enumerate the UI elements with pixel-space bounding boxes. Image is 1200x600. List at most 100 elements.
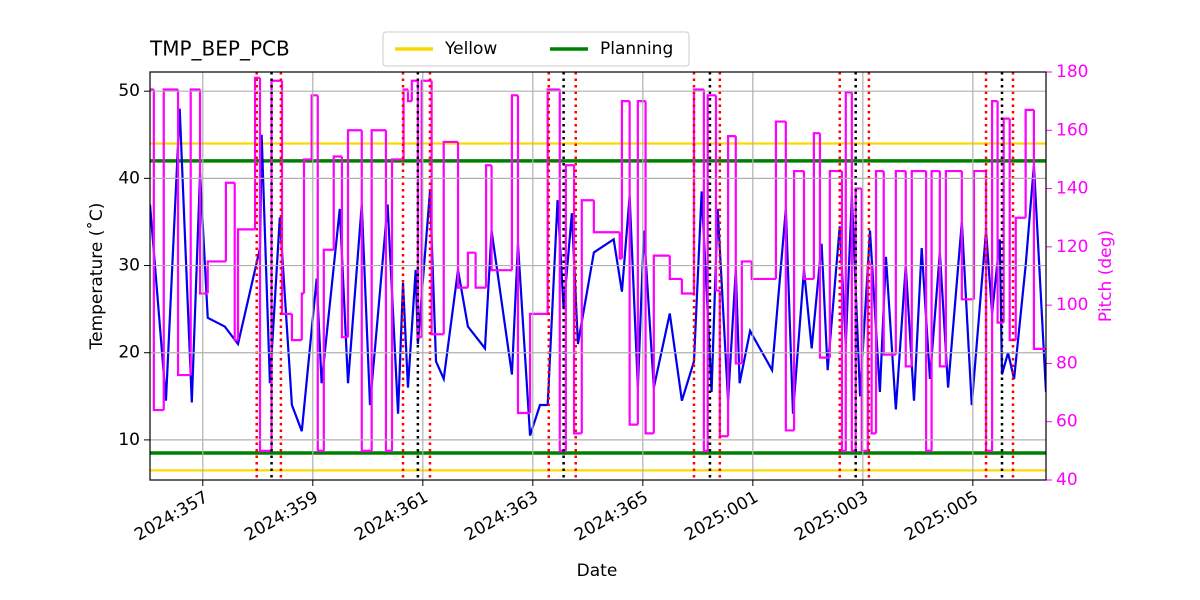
pitch-step bbox=[456, 141, 468, 289]
pitch-step bbox=[850, 92, 856, 452]
pitch-step bbox=[840, 171, 846, 452]
pitch-step bbox=[904, 171, 912, 368]
pitch-step bbox=[402, 88, 408, 160]
y2-tick-label: 140 bbox=[1056, 179, 1088, 199]
pitch-step bbox=[592, 200, 620, 234]
pitch-step bbox=[668, 255, 682, 281]
pitch-step bbox=[416, 80, 422, 339]
legend-label: Planning bbox=[600, 39, 673, 59]
y2-tick-label: 40 bbox=[1056, 470, 1078, 490]
pitch-step bbox=[340, 156, 349, 339]
pitch-step bbox=[360, 130, 372, 452]
legend-label: Yellow bbox=[444, 39, 497, 59]
pitch-step bbox=[870, 264, 877, 435]
pitch-step bbox=[644, 101, 654, 435]
pitch-step bbox=[390, 158, 404, 451]
pitch-step bbox=[346, 129, 362, 338]
pitch-step bbox=[332, 155, 342, 250]
pitch-step bbox=[1032, 109, 1046, 350]
pitch-step bbox=[652, 254, 670, 434]
plot-frame bbox=[149, 71, 1047, 481]
pitch-step bbox=[924, 171, 932, 452]
pitch-step bbox=[474, 252, 487, 289]
legend-box bbox=[382, 31, 690, 67]
pitch-step bbox=[322, 248, 334, 451]
pitch-step bbox=[866, 263, 872, 451]
pitch-step bbox=[236, 228, 256, 341]
pitch-step bbox=[750, 261, 776, 281]
pitch-step bbox=[996, 101, 1004, 324]
y-tick-label: 30 bbox=[118, 256, 140, 276]
y2-tick-label: 80 bbox=[1056, 353, 1078, 373]
pitch-step bbox=[680, 278, 694, 295]
pitch-step bbox=[874, 169, 884, 434]
pitch-step bbox=[692, 88, 704, 294]
x-tick-label: 2025:003 bbox=[791, 487, 872, 545]
pitch-step bbox=[944, 169, 962, 367]
pitch-step bbox=[802, 171, 814, 281]
pitch-step bbox=[930, 169, 940, 451]
pitch-step bbox=[258, 77, 272, 452]
pitch-step bbox=[302, 158, 312, 294]
pitch-step bbox=[406, 89, 412, 103]
x-tick-label: 2024:357 bbox=[131, 487, 212, 545]
pitch-step bbox=[702, 89, 708, 452]
pitch-step bbox=[774, 120, 786, 279]
pitch-step bbox=[510, 94, 518, 271]
pitch-step bbox=[734, 136, 742, 365]
pitch-step bbox=[490, 165, 512, 272]
pitch-step bbox=[628, 101, 638, 426]
pitch-step bbox=[176, 89, 191, 377]
pitch-step bbox=[162, 88, 179, 411]
x-axis-label: Date bbox=[577, 561, 618, 581]
pitch-step bbox=[1024, 108, 1034, 218]
pitch-step bbox=[516, 95, 531, 415]
pitch-step bbox=[572, 165, 582, 435]
pitch-step bbox=[818, 133, 830, 359]
pitch-step bbox=[1002, 117, 1010, 323]
x-tick-label: 2024:361 bbox=[351, 487, 432, 545]
pitch-step bbox=[442, 140, 459, 335]
pitch-step bbox=[564, 164, 575, 451]
pitch-step bbox=[784, 121, 795, 432]
x-tick-label: 2025:001 bbox=[681, 487, 762, 545]
pitch-step bbox=[938, 171, 946, 368]
pitch-step bbox=[990, 100, 998, 451]
x-tick-label: 2025:005 bbox=[901, 487, 982, 545]
pitch-step bbox=[860, 188, 868, 452]
y-tick-label: 50 bbox=[118, 81, 140, 101]
pitch-step bbox=[726, 135, 736, 437]
pitch-step bbox=[740, 260, 752, 364]
y-tick-label: 40 bbox=[118, 168, 140, 188]
y2-tick-label: 160 bbox=[1056, 120, 1088, 140]
pitch-step bbox=[290, 313, 302, 342]
pitch-step bbox=[370, 129, 386, 451]
pitch-step bbox=[152, 89, 164, 412]
pitch-step bbox=[300, 292, 305, 341]
pitch-step bbox=[189, 88, 201, 376]
pitch-step bbox=[854, 187, 862, 451]
pitch-step bbox=[224, 181, 235, 262]
pitch-step bbox=[972, 169, 987, 300]
pitch-step bbox=[882, 171, 896, 356]
pitch-step bbox=[714, 95, 720, 292]
pitch-step bbox=[828, 169, 842, 358]
chart-title: TMP_BEP_PCB bbox=[149, 37, 290, 61]
pitch-step bbox=[706, 94, 716, 451]
pitch-step bbox=[484, 164, 492, 288]
y2-axis-label: Pitch (deg) bbox=[1096, 230, 1116, 322]
y-tick-label: 10 bbox=[118, 430, 140, 450]
pitch-step bbox=[310, 94, 318, 160]
pitch-step bbox=[528, 312, 548, 413]
pitch-step bbox=[844, 91, 852, 451]
y-axis-label: Temperature (˚C) bbox=[86, 203, 107, 351]
pitch-step bbox=[1014, 216, 1026, 341]
pitch-step bbox=[792, 169, 804, 431]
pitch-step bbox=[580, 199, 594, 434]
x-tick-label: 2024:365 bbox=[571, 487, 652, 545]
pitch-step bbox=[894, 169, 906, 355]
pitch-step bbox=[384, 130, 393, 452]
y-tick-label: 20 bbox=[118, 343, 140, 363]
pitch-step bbox=[206, 260, 226, 294]
